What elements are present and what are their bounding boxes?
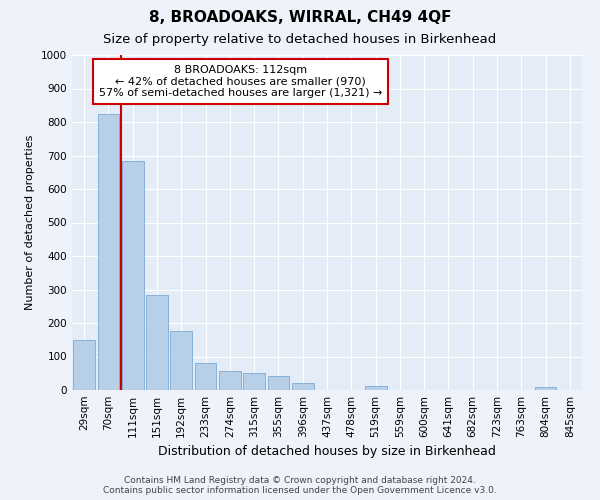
Bar: [194, 363, 217, 390]
Bar: [292, 382, 314, 390]
Bar: [268, 376, 289, 390]
Bar: [122, 160, 143, 390]
Bar: [170, 332, 192, 390]
Bar: [365, 386, 386, 390]
Text: Contains HM Land Registry data © Crown copyright and database right 2024.
Contai: Contains HM Land Registry data © Crown c…: [103, 476, 497, 495]
Text: 8, BROADOAKS, WIRRAL, CH49 4QF: 8, BROADOAKS, WIRRAL, CH49 4QF: [149, 10, 451, 25]
Bar: [535, 386, 556, 390]
Text: 8 BROADOAKS: 112sqm
← 42% of detached houses are smaller (970)
57% of semi-detac: 8 BROADOAKS: 112sqm ← 42% of detached ho…: [98, 65, 382, 98]
Bar: [146, 294, 168, 390]
Bar: [97, 114, 119, 390]
Bar: [219, 371, 241, 390]
Y-axis label: Number of detached properties: Number of detached properties: [25, 135, 35, 310]
Bar: [243, 372, 265, 390]
X-axis label: Distribution of detached houses by size in Birkenhead: Distribution of detached houses by size …: [158, 446, 496, 458]
Text: Size of property relative to detached houses in Birkenhead: Size of property relative to detached ho…: [103, 32, 497, 46]
Bar: [73, 340, 95, 390]
